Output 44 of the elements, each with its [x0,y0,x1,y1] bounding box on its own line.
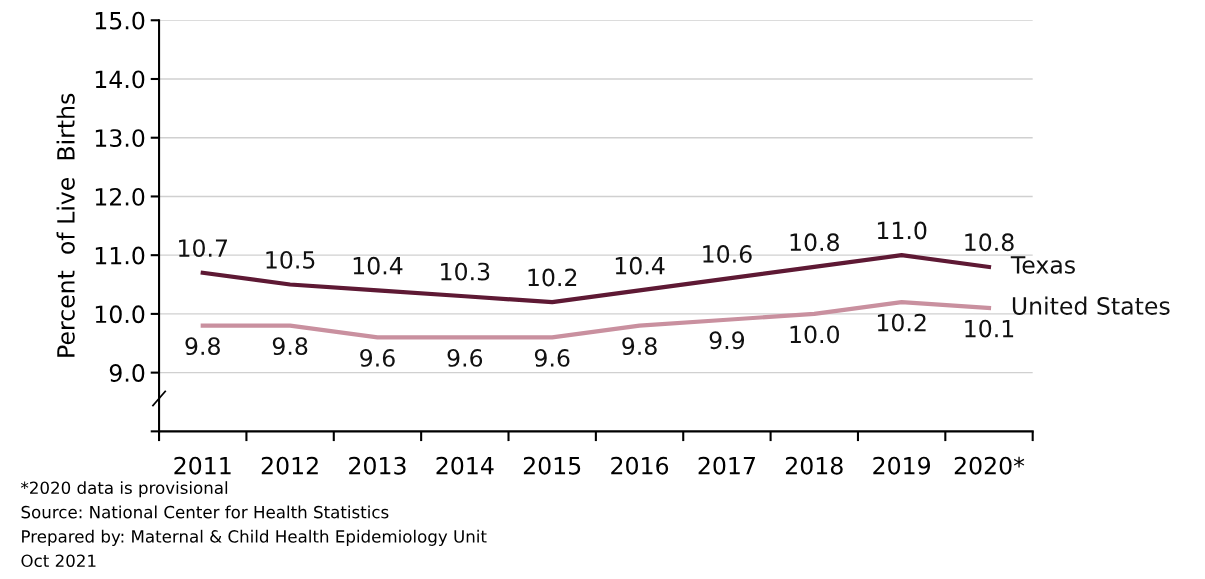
y-axis-title: Percent of Live Births [56,93,75,357]
text: Oct 2021 [21,554,96,568]
data-label: 9.9 [709,331,745,350]
x-tick-label: 2017 [698,456,755,475]
x-tick-label: 2018 [785,456,843,475]
data-label: 9.8 [185,337,220,356]
data-label: 10.3 [441,262,490,281]
data-label: 10.6 [703,245,752,263]
y-tick-label: 10.0 [95,305,145,324]
y-tick-label: 13.0 [95,129,145,148]
y-tick-label: 11.0 [95,246,145,265]
x-tick-label: 2020* [954,456,1025,475]
data-label: 10.8 [965,233,1014,252]
y-tick-label: 9.0 [109,364,145,382]
data-label: 10.7 [179,239,228,258]
data-label: 10.5 [266,250,315,269]
y-tick-label: 14.0 [95,70,145,89]
data-label: 11.0 [877,221,927,240]
data-label: 10.4 [615,256,665,275]
y-tick-label: 15.0 [95,11,145,30]
text: Prepared by: Maternal & Child Health Epidemiology Unit [22,529,487,546]
data-label: 10.1 [965,319,1014,338]
series-label: United States [1012,296,1170,315]
x-tick-label: 2013 [349,456,406,475]
y-tick-label: 12.0 [95,187,145,206]
data-label: 9.6 [447,348,483,367]
x-tick-label: 2012 [261,456,318,475]
x-tick-label: 2016 [611,456,669,475]
data-label: 10.2 [877,313,926,332]
x-tick-label: 2014 [436,456,494,475]
data-label: 10.4 [353,256,403,275]
data-label: 9.8 [622,337,657,356]
x-tick-label: 2019 [873,456,931,475]
data-label: 10.2 [528,268,577,287]
source-note: Source: National Center for Health Statistics [21,505,389,519]
series-label: Texas [1010,256,1075,274]
x-tick-label: 2011 [174,456,231,475]
data-label: 10.0 [790,325,839,344]
data-label: 9.6 [534,348,570,367]
x-tick-label: 2015 [523,456,581,475]
data-label: 9.6 [360,348,395,367]
text: *2020 data is provisional [20,481,228,498]
data-label: 9.8 [272,337,308,356]
data-label: 10.8 [790,233,839,252]
